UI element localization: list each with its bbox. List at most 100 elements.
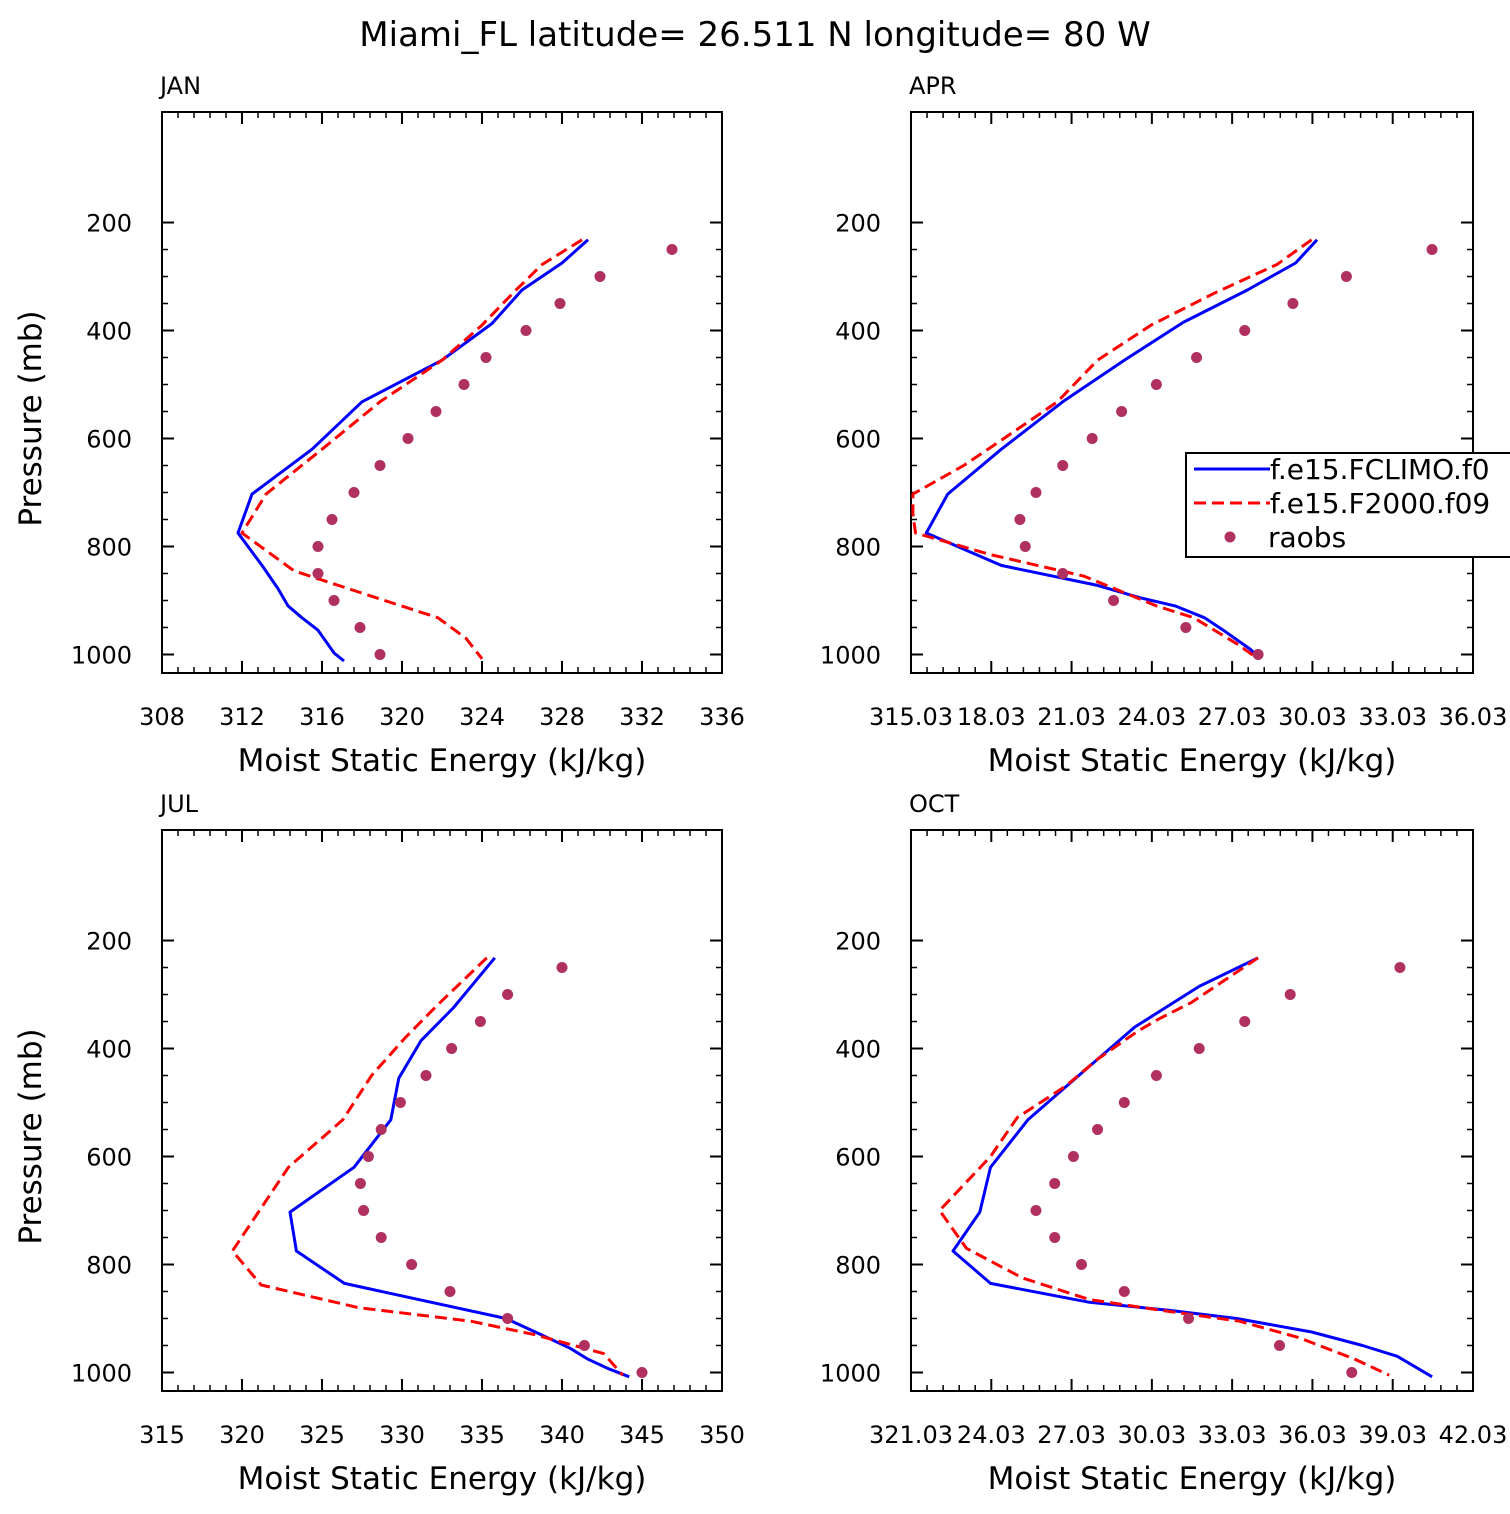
panel-apr-xtick-label: 27.03: [1198, 703, 1267, 731]
panel-apr-title: APR: [909, 72, 957, 100]
panel-jan-raobs-point: [594, 271, 606, 283]
panel-oct-xtick-label: 33.03: [1198, 1421, 1267, 1449]
panel-jan-raobs-point: [402, 433, 414, 445]
panel-oct-xlabel: Moist Static Energy (kJ/kg): [988, 1461, 1397, 1497]
panel-oct-xtick-label: 27.03: [1037, 1421, 1106, 1449]
panel-jul-ytick-label: 800: [86, 1251, 132, 1279]
panel-oct-ytick-label: 1000: [820, 1359, 881, 1387]
panel-apr-raobs-point: [1239, 325, 1251, 337]
panel-apr-ytick-label: 200: [835, 210, 881, 238]
panel-apr-ytick-label: 800: [835, 533, 881, 561]
panel-jul-raobs-point: [502, 989, 514, 1001]
panel-oct-raobs-point: [1183, 1312, 1195, 1324]
panel-jul-xtick-label: 350: [699, 1421, 745, 1449]
panel-oct-raobs-point: [1075, 1258, 1087, 1270]
panel-jan-raobs-point: [554, 298, 566, 310]
panel-jul-xtick-label: 330: [379, 1421, 425, 1449]
panel-apr-xtick-label: 24.03: [1117, 703, 1186, 731]
panel-oct-raobs-point: [1030, 1204, 1042, 1216]
panel-jan-xlabel: Moist Static Energy (kJ/kg): [238, 743, 647, 779]
panel-jul-ylabel: Pressure (mb): [13, 1028, 49, 1244]
legend-label-raobs: raobs: [1268, 521, 1346, 554]
panel-jan-raobs-point: [326, 513, 338, 525]
panel-jul: 315 320 325 330 335 340 345 350 200 400 600 800 1000…: [13, 790, 745, 1497]
panel-jul-raobs-point: [358, 1204, 370, 1216]
panel-jan-xtick-label: 332: [619, 703, 665, 731]
panel-apr: 315.03 18.03 21.03 24.03 27.03 30.03 33.03 36.0…: [820, 72, 1507, 779]
panel-jan-raobs-point: [458, 379, 470, 391]
panel-jan-ytick-label: 200: [86, 210, 132, 238]
panel-jul-xtick-label: 315: [139, 1421, 185, 1449]
panel-apr-xlabel: Moist Static Energy (kJ/kg): [988, 743, 1397, 779]
panel-oct-raobs-point: [1049, 1231, 1061, 1243]
panel-jul-xtick-label: 345: [619, 1421, 665, 1449]
panel-apr-raobs-point: [1150, 379, 1162, 391]
panel-apr-ytick-label: 1000: [820, 641, 881, 669]
panel-jul-raobs-point: [636, 1366, 648, 1378]
panel-jan-xtick-label: 316: [299, 703, 345, 731]
panel-jul-f2000-line: [230, 956, 624, 1377]
panel-jan-raobs-point: [354, 621, 366, 633]
panel-apr-raobs-point: [1252, 648, 1264, 660]
panel-jan-frame: [161, 111, 723, 674]
panel-oct-xtick-label: 39.03: [1358, 1421, 1427, 1449]
panel-oct-f2000-line: [938, 956, 1390, 1377]
panel-jan-ylabel: Pressure (mb): [13, 310, 49, 526]
panel-jul-raobs-point: [502, 1312, 514, 1324]
panel-apr-ytick-label: 600: [835, 426, 881, 454]
panel-jan-ytick-label: 400: [86, 318, 132, 346]
panel-apr-raobs-point: [1057, 567, 1069, 579]
panel-apr-raobs-point: [1019, 540, 1031, 552]
panel-jan-ytick-label: 800: [86, 533, 132, 561]
panel-apr-raobs-point: [1340, 271, 1352, 283]
panel-jul-raobs-point: [556, 962, 568, 974]
panel-apr-xtick-label: 36.03: [1439, 703, 1508, 731]
panel-apr-xtick-label: 21.03: [1037, 703, 1106, 731]
panel-jul-title: JUL: [158, 790, 199, 818]
panel-oct-frame: [910, 829, 1474, 1392]
panel-jan-title: JAN: [158, 72, 201, 100]
legend-swatch-raobs: [1224, 531, 1236, 543]
panel-jan-xtick-label: 328: [539, 703, 585, 731]
panel-apr-fclimo-line: [924, 238, 1319, 660]
panel-jan-raobs-point: [520, 325, 532, 337]
panel-jan-raobs-point: [666, 244, 678, 256]
panel-oct-raobs-point: [1239, 1016, 1251, 1028]
panel-apr-raobs-point: [1116, 406, 1128, 418]
panel-apr-raobs-point: [1108, 594, 1120, 606]
panel-oct-raobs-point: [1049, 1178, 1061, 1190]
panel-apr-raobs-point: [1426, 244, 1438, 256]
panel-jul-raobs-point: [354, 1178, 366, 1190]
panel-apr-raobs-point: [1057, 460, 1069, 472]
panel-apr-xtick-label: 30.03: [1278, 703, 1347, 731]
panel-jan: 308 312 316 320 324 328 332 336 200 400 600 800 1000…: [13, 72, 745, 779]
panel-jan-ytick-label: 1000: [71, 641, 132, 669]
panel-jan-raobs-point: [430, 406, 442, 418]
panel-oct-raobs-point: [1346, 1366, 1358, 1378]
panel-oct-raobs-point: [1150, 1070, 1162, 1082]
panel-oct-raobs-point: [1284, 989, 1296, 1001]
panel-oct: 321.03 24.03 27.03 30.03 33.03 36.03 39.03 42.0…: [820, 790, 1507, 1497]
panel-jul-xtick-label: 335: [459, 1421, 505, 1449]
panel-oct-ytick-label: 400: [835, 1036, 881, 1064]
panel-apr-xtick-label: 315.03: [869, 703, 953, 731]
panel-jan-xtick-label: 336: [699, 703, 745, 731]
figure-title: Miami_FL latitude= 26.511 N longitude= 8…: [359, 15, 1150, 55]
panel-oct-fclimo-line: [951, 956, 1433, 1379]
panel-oct-xtick-label: 321.03: [869, 1421, 953, 1449]
panel-oct-raobs-point: [1092, 1124, 1104, 1136]
panel-jul-xlabel: Moist Static Energy (kJ/kg): [238, 1461, 647, 1497]
panel-jul-raobs-point: [420, 1070, 432, 1082]
panel-jul-ytick-label: 200: [86, 928, 132, 956]
panel-oct-raobs-point: [1394, 962, 1406, 974]
panel-apr-xtick-label: 33.03: [1358, 703, 1427, 731]
panel-jan-xtick-label: 324: [459, 703, 505, 731]
panel-jul-raobs-point: [446, 1043, 458, 1055]
panel-apr-raobs-point: [1191, 352, 1203, 364]
panel-jan-xtick-label: 312: [219, 703, 265, 731]
panel-jan-f2000-line: [240, 238, 583, 660]
panel-oct-raobs-point: [1118, 1097, 1130, 1109]
panel-apr-ytick-label: 400: [835, 318, 881, 346]
panel-jul-fclimo-line: [288, 956, 630, 1379]
panel-oct-raobs-point: [1067, 1151, 1079, 1163]
